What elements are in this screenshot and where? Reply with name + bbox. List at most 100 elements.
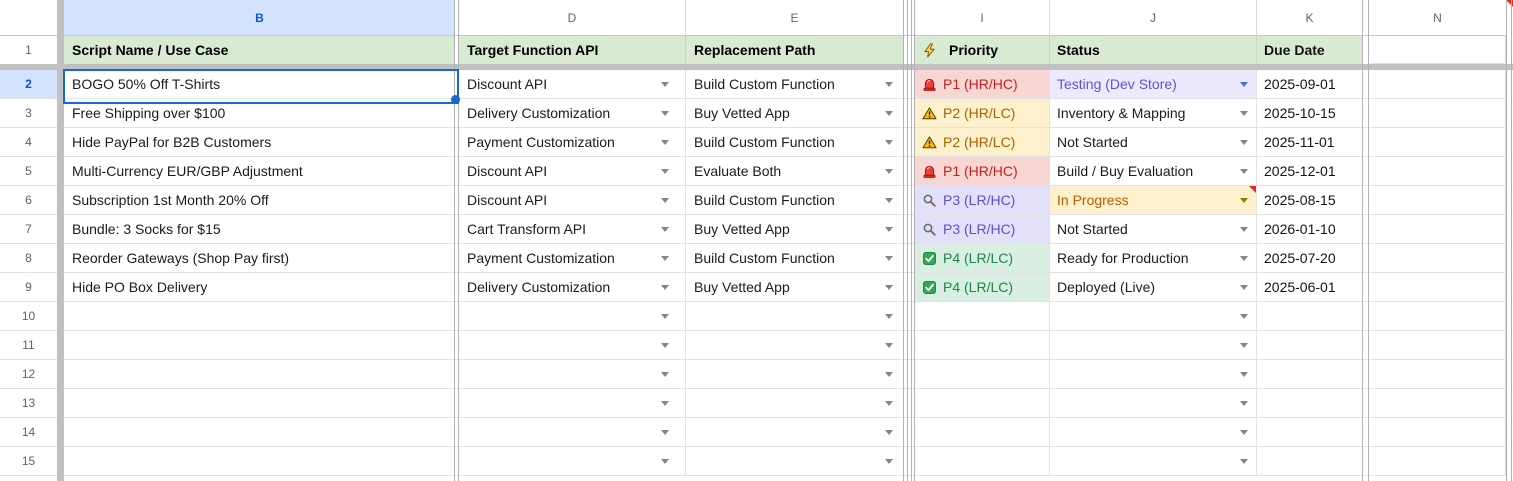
- cell-empty[interactable]: [64, 331, 455, 360]
- cell-empty[interactable]: [686, 331, 903, 360]
- cell-empty[interactable]: [1257, 331, 1362, 360]
- dropdown-arrow-icon[interactable]: [661, 81, 669, 87]
- cell-priority[interactable]: P4 (LR/LC): [915, 244, 1050, 273]
- dropdown-arrow-icon[interactable]: [885, 400, 893, 406]
- cell-empty[interactable]: [1369, 331, 1506, 360]
- dropdown-arrow-icon[interactable]: [661, 139, 669, 145]
- cell-status[interactable]: Not Started: [1050, 128, 1257, 157]
- frozen-pane-divider[interactable]: [57, 186, 64, 215]
- cell-empty[interactable]: [1050, 418, 1257, 447]
- column-header-N[interactable]: N: [1369, 0, 1506, 36]
- cell-empty[interactable]: [459, 389, 686, 418]
- dropdown-arrow-icon[interactable]: [1240, 284, 1248, 290]
- row-number[interactable]: 1: [0, 36, 57, 64]
- cell-target-api[interactable]: Discount API: [459, 157, 686, 186]
- dropdown-arrow-icon[interactable]: [661, 313, 669, 319]
- dropdown-arrow-icon[interactable]: [1240, 429, 1248, 435]
- cell-replacement-path[interactable]: Build Custom Function: [686, 70, 903, 99]
- dropdown-arrow-icon[interactable]: [661, 110, 669, 116]
- cell-empty[interactable]: [915, 389, 1050, 418]
- frozen-pane-divider[interactable]: [57, 99, 64, 128]
- dropdown-arrow-icon[interactable]: [661, 284, 669, 290]
- column-header-E[interactable]: E: [686, 0, 903, 36]
- cell-due-date[interactable]: 2025-08-15: [1257, 186, 1362, 215]
- dropdown-arrow-icon[interactable]: [661, 197, 669, 203]
- frozen-pane-divider[interactable]: [57, 418, 64, 447]
- cell-replacement-path[interactable]: Buy Vetted App: [686, 215, 903, 244]
- cell-empty[interactable]: [64, 360, 455, 389]
- cell-script-name[interactable]: Free Shipping over $100: [64, 99, 455, 128]
- cell-empty[interactable]: [459, 418, 686, 447]
- frozen-pane-divider[interactable]: [57, 331, 64, 360]
- cell-due-date[interactable]: 2025-11-01: [1257, 128, 1362, 157]
- cell-priority[interactable]: P2 (HR/LC): [915, 128, 1050, 157]
- row-number[interactable]: 2: [0, 70, 57, 99]
- header-replacement-path[interactable]: Replacement Path: [686, 36, 903, 64]
- dropdown-arrow-icon[interactable]: [661, 168, 669, 174]
- cell-empty[interactable]: [1369, 273, 1506, 302]
- dropdown-arrow-icon[interactable]: [885, 284, 893, 290]
- cell-empty[interactable]: [64, 389, 455, 418]
- cell-empty[interactable]: [915, 331, 1050, 360]
- cell-status[interactable]: Inventory & Mapping: [1050, 99, 1257, 128]
- cell-empty[interactable]: [686, 418, 903, 447]
- column-header-D[interactable]: D: [459, 0, 686, 36]
- cell-empty[interactable]: [1369, 360, 1506, 389]
- cell-empty[interactable]: [1050, 360, 1257, 389]
- cell-empty[interactable]: [1369, 36, 1506, 64]
- frozen-pane-divider[interactable]: [57, 70, 64, 99]
- cell-replacement-path[interactable]: Buy Vetted App: [686, 99, 903, 128]
- cell-priority[interactable]: P3 (LR/HC): [915, 215, 1050, 244]
- dropdown-arrow-icon[interactable]: [885, 458, 893, 464]
- cell-empty[interactable]: [686, 447, 903, 476]
- cell-status[interactable]: Build / Buy Evaluation: [1050, 157, 1257, 186]
- cell-empty[interactable]: [1369, 244, 1506, 273]
- dropdown-arrow-icon[interactable]: [1240, 168, 1248, 174]
- frozen-pane-divider[interactable]: [57, 360, 64, 389]
- row-number[interactable]: 14: [0, 418, 57, 447]
- cell-priority[interactable]: P3 (LR/HC): [915, 186, 1050, 215]
- frozen-pane-divider[interactable]: [57, 157, 64, 186]
- dropdown-arrow-icon[interactable]: [1240, 400, 1248, 406]
- cell-empty[interactable]: [64, 302, 455, 331]
- cell-empty[interactable]: [1257, 360, 1362, 389]
- dropdown-arrow-icon[interactable]: [661, 400, 669, 406]
- dropdown-arrow-icon[interactable]: [885, 371, 893, 377]
- cell-empty[interactable]: [1369, 157, 1506, 186]
- dropdown-arrow-icon[interactable]: [661, 255, 669, 261]
- cell-due-date[interactable]: 2025-06-01: [1257, 273, 1362, 302]
- frozen-row-divider[interactable]: [0, 64, 1513, 70]
- cell-empty[interactable]: [1050, 447, 1257, 476]
- row-number[interactable]: 3: [0, 99, 57, 128]
- dropdown-arrow-icon[interactable]: [885, 226, 893, 232]
- cell-status[interactable]: In Progress: [1050, 186, 1257, 215]
- cell-script-name[interactable]: Reorder Gateways (Shop Pay first): [64, 244, 455, 273]
- header-status[interactable]: Status: [1050, 36, 1257, 64]
- cell-empty[interactable]: [459, 302, 686, 331]
- header-script-name[interactable]: Script Name / Use Case: [64, 36, 455, 64]
- cell-script-name[interactable]: Subscription 1st Month 20% Off: [64, 186, 455, 215]
- dropdown-arrow-icon[interactable]: [1240, 110, 1248, 116]
- cell-empty[interactable]: [1257, 418, 1362, 447]
- cell-empty[interactable]: [1369, 447, 1506, 476]
- cell-empty[interactable]: [459, 360, 686, 389]
- cell-status[interactable]: Not Started: [1050, 215, 1257, 244]
- cell-empty[interactable]: [1257, 302, 1362, 331]
- cell-target-api[interactable]: Discount API: [459, 186, 686, 215]
- cell-empty[interactable]: [915, 447, 1050, 476]
- cell-empty[interactable]: [64, 447, 455, 476]
- dropdown-arrow-icon[interactable]: [1240, 139, 1248, 145]
- dropdown-arrow-icon[interactable]: [1240, 371, 1248, 377]
- frozen-pane-divider[interactable]: [57, 128, 64, 157]
- cell-script-name[interactable]: Bundle: 3 Socks for $15: [64, 215, 455, 244]
- dropdown-arrow-icon[interactable]: [885, 139, 893, 145]
- cell-empty[interactable]: [686, 389, 903, 418]
- cell-due-date[interactable]: 2025-12-01: [1257, 157, 1362, 186]
- cell-empty[interactable]: [1257, 389, 1362, 418]
- cell-replacement-path[interactable]: Build Custom Function: [686, 244, 903, 273]
- cell-priority[interactable]: P1 (HR/HC): [915, 157, 1050, 186]
- dropdown-arrow-icon[interactable]: [661, 429, 669, 435]
- frozen-pane-divider[interactable]: [57, 273, 64, 302]
- cell-empty[interactable]: [915, 360, 1050, 389]
- cell-target-api[interactable]: Cart Transform API: [459, 215, 686, 244]
